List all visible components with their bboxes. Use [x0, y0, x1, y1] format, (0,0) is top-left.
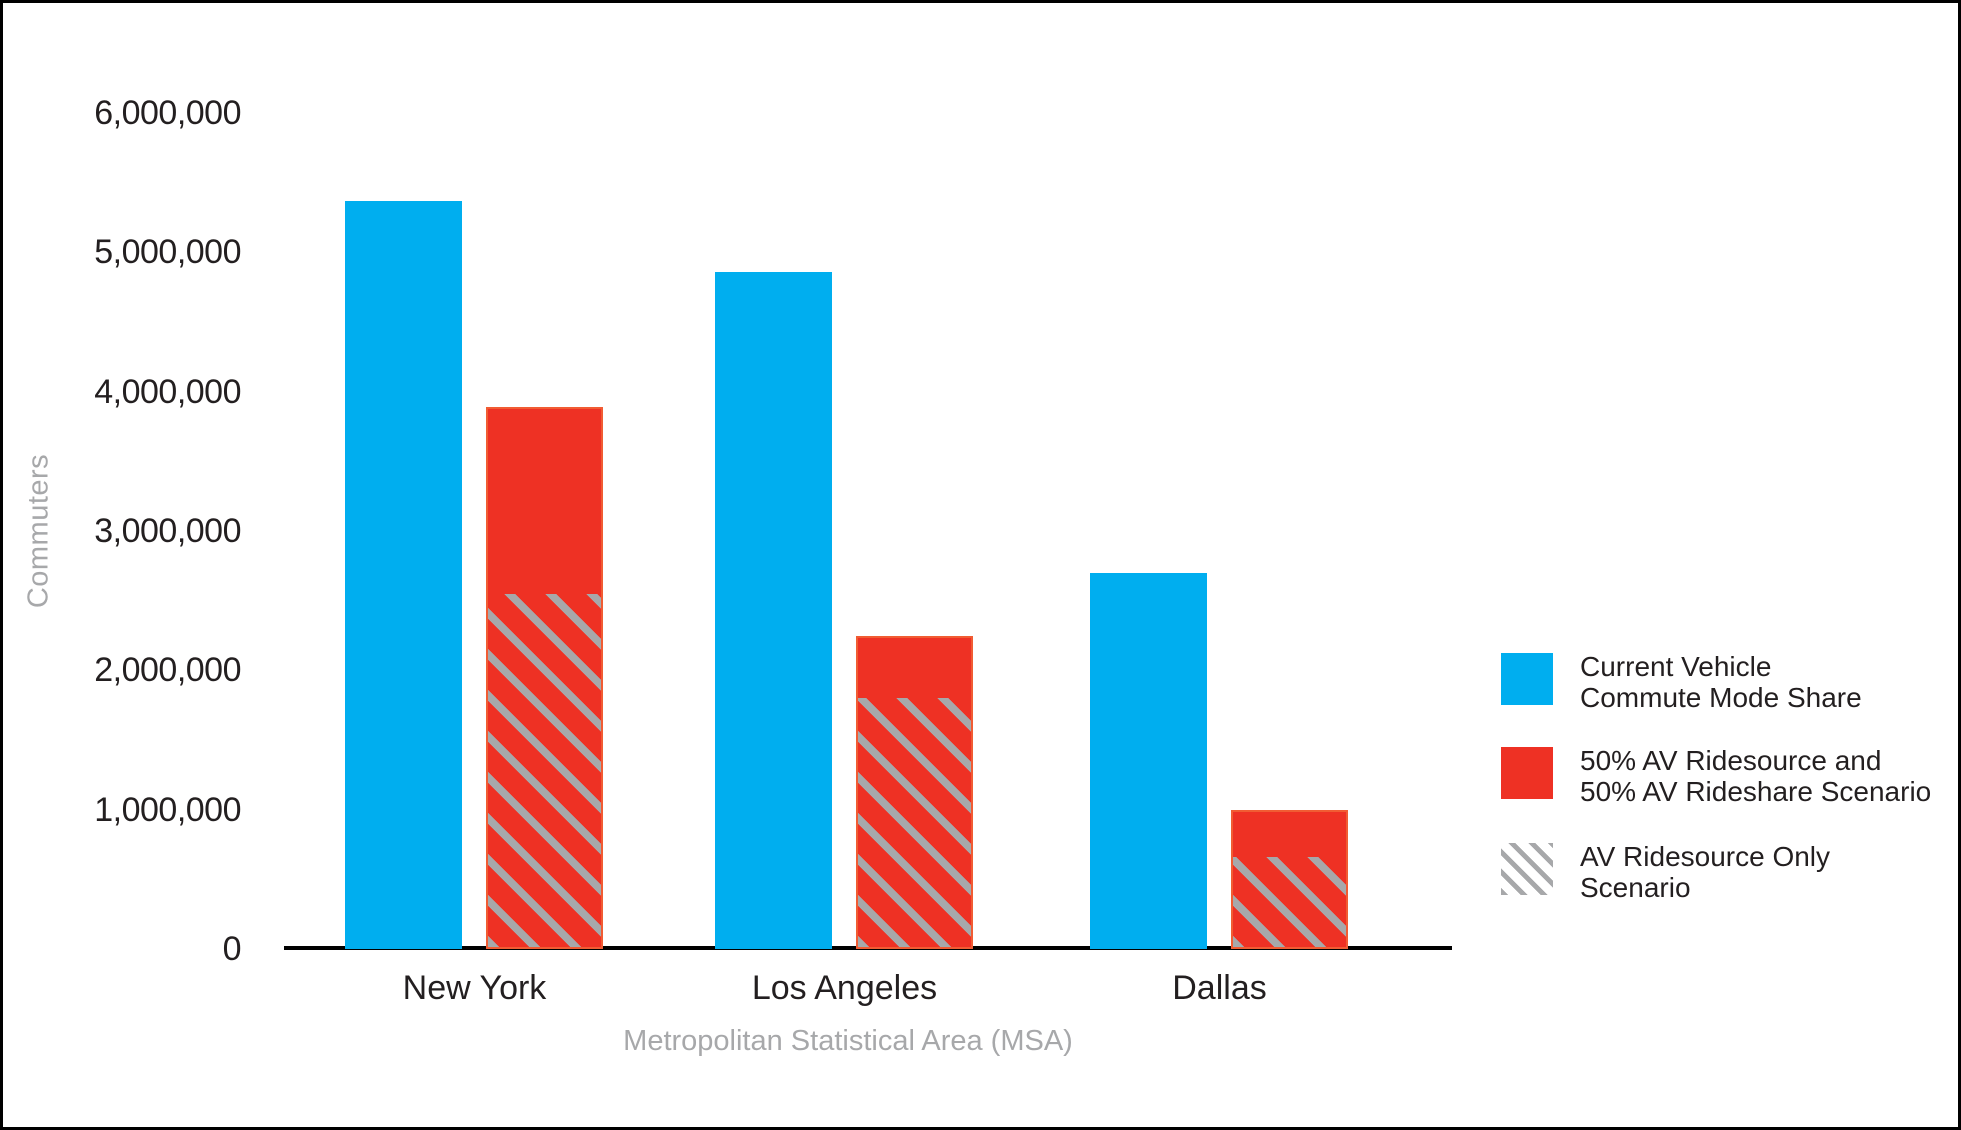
- y-tick-label: 4,000,000: [94, 372, 241, 411]
- legend-item-av-ridesource-only: AV Ridesource Only Scenario: [1501, 841, 1830, 903]
- legend-label-line: Current Vehicle: [1580, 651, 1772, 682]
- hatch-av-ridesource-only-new-york: [488, 593, 601, 947]
- legend-swatch-solid-blue: [1501, 653, 1553, 705]
- bar-current-vehicle-new-york: [345, 200, 462, 949]
- bar-av-scenario-los-angeles: [856, 635, 973, 949]
- x-category-label-los-angeles: Los Angeles: [751, 969, 938, 1007]
- legend-label: AV Ridesource Only Scenario: [1580, 841, 1830, 903]
- bar-current-vehicle-dallas: [1090, 572, 1207, 949]
- bar-av-scenario-dallas: [1231, 809, 1348, 949]
- y-tick-label: 1,000,000: [94, 790, 241, 829]
- bar-current-vehicle-los-angeles: [715, 271, 832, 949]
- legend-item-50-av-ridesource-and: 50% AV Ridesource and 50% AV Rideshare Sc…: [1501, 745, 1931, 807]
- y-tick-label: 2,000,000: [94, 651, 241, 690]
- legend-swatch-hatch-gray: [1501, 843, 1553, 895]
- hatch-av-ridesource-only-dallas: [1233, 857, 1346, 947]
- legend-label: Current Vehicle Commute Mode Share: [1580, 651, 1862, 713]
- legend-swatch-solid-red: [1501, 747, 1553, 799]
- bar-av-scenario-new-york: [486, 406, 603, 949]
- legend-label-line: Commute Mode Share: [1580, 682, 1862, 713]
- y-tick-label: 6,000,000: [94, 94, 241, 132]
- legend-item-current-vehicle: Current Vehicle Commute Mode Share: [1501, 651, 1862, 713]
- legend-label-line: Scenario: [1580, 872, 1691, 903]
- x-category-label-new-york: New York: [402, 969, 547, 1007]
- y-tick-label: 5,000,000: [94, 233, 241, 272]
- y-tick-label: 0: [222, 930, 242, 968]
- legend-label-line: 50% AV Rideshare Scenario: [1580, 776, 1932, 807]
- hatch-av-ridesource-only-los-angeles: [858, 698, 971, 947]
- legend-label-line: 50% AV Ridesource and: [1580, 745, 1882, 776]
- legend-label: 50% AV Ridesource and 50% AV Rideshare Sc…: [1580, 745, 1931, 807]
- legend-label-line: AV Ridesource Only: [1580, 841, 1831, 872]
- x-axis-title: Metropolitan Statistical Area (MSA): [623, 1025, 1073, 1057]
- y-tick-label: 3,000,000: [94, 512, 241, 550]
- x-category-label-dallas: Dallas: [1172, 969, 1267, 1007]
